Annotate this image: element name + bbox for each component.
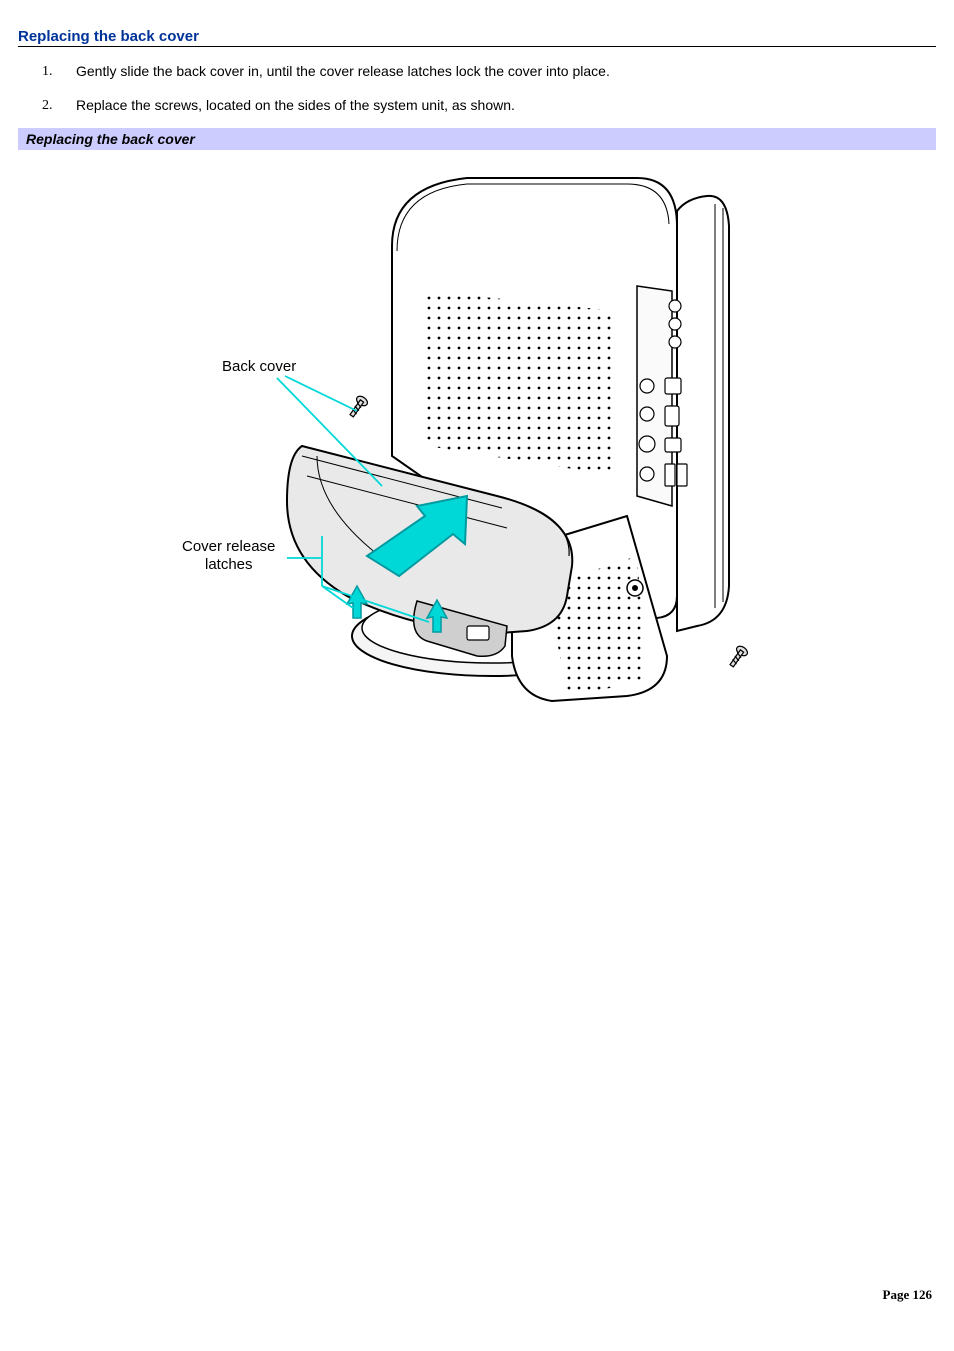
page-number: Page 126 [883, 1287, 932, 1303]
steps-list: Gently slide the back cover in, until th… [18, 61, 936, 116]
back-cover-diagram: Back cover Cover release latches [167, 156, 787, 716]
callout-back-cover: Back cover [222, 358, 296, 375]
callout-latches-line1: Cover release [182, 538, 275, 555]
step-item: Replace the screws, located on the sides… [64, 95, 936, 117]
page: Replacing the back cover Gently slide th… [0, 0, 954, 1351]
callout-line [285, 376, 357, 411]
figure-label-bar: Replacing the back cover [18, 128, 936, 150]
section-title: Replacing the back cover [18, 28, 936, 47]
callout-latches-line2: latches [205, 556, 253, 573]
step-item: Gently slide the back cover in, until th… [64, 61, 936, 83]
figure: Back cover Cover release latches [18, 156, 936, 716]
